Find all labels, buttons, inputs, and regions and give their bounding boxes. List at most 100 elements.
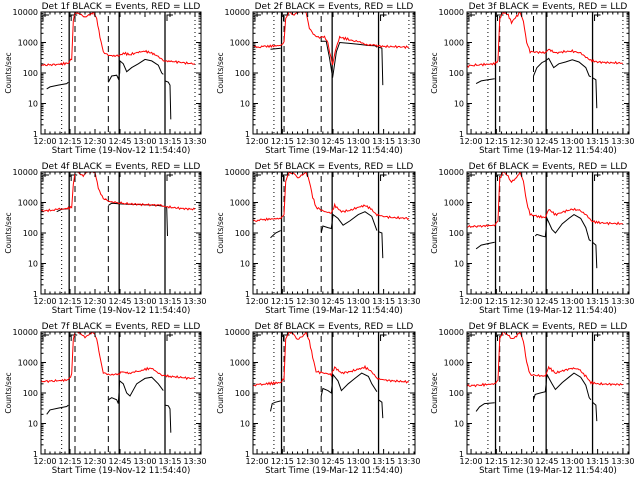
y-tick-label: 10000 xyxy=(439,8,464,17)
bracket-marker xyxy=(594,334,601,341)
plot-frame xyxy=(466,331,630,455)
lld-line xyxy=(41,172,196,213)
y-tick-label: 1 xyxy=(245,130,250,139)
y-tick-label: 10 xyxy=(454,100,464,109)
x-tick-label: 12:00 xyxy=(246,297,269,306)
x-tick-label: 13:30 xyxy=(183,297,206,306)
x-tick-label: 12:00 xyxy=(246,137,269,146)
plot-frame xyxy=(466,171,630,295)
bracket-marker xyxy=(254,174,261,181)
plot-frame xyxy=(466,11,630,135)
plot-area xyxy=(253,332,410,454)
panel-title: Det 4f BLACK = Events, RED = LLD xyxy=(42,162,201,172)
y-tick-label: 10 xyxy=(240,260,250,269)
x-axis-label: Start Time (19-Mar-12 11:54:40) xyxy=(265,306,403,316)
lld-line xyxy=(253,12,409,66)
x-tick-label: 13:30 xyxy=(183,137,206,146)
y-tick-label: 10 xyxy=(28,100,38,109)
x-axis-label: Start Time (19-Nov-12 11:54:40) xyxy=(52,466,191,476)
x-tick-label: 13:00 xyxy=(561,457,584,466)
panel-7: 1 10 100 1000 10000 12:00 12:15 12:30 12:45 13:00… xyxy=(4,322,207,476)
bracket-marker xyxy=(42,174,49,181)
lld-line xyxy=(253,332,410,387)
events-line xyxy=(475,241,495,250)
events-line xyxy=(320,372,378,397)
bracket-marker xyxy=(380,174,387,181)
bracket-marker xyxy=(468,334,475,341)
x-tick-label: 12:15 xyxy=(271,137,294,146)
x-tick-label: 12:00 xyxy=(33,137,56,146)
plot-area xyxy=(41,172,196,294)
y-tick-label: 10000 xyxy=(13,8,38,17)
x-tick-label: 12:00 xyxy=(33,297,56,306)
y-tick-label: 1000 xyxy=(230,359,250,368)
x-tick-label: 13:15 xyxy=(158,297,181,306)
events-line xyxy=(592,401,598,422)
y-tick-label: 100 xyxy=(23,229,38,238)
y-tick-label: 10 xyxy=(240,420,250,429)
bracket-marker xyxy=(594,174,601,181)
bracket-marker xyxy=(42,14,49,21)
bracket-marker xyxy=(254,334,261,341)
x-tick-label: 13:30 xyxy=(611,457,634,466)
y-tick-label: 1 xyxy=(245,450,250,459)
x-tick-label: 13:15 xyxy=(372,137,395,146)
x-tick-label: 13:00 xyxy=(133,297,156,306)
x-tick-label: 13:15 xyxy=(158,457,181,466)
bracket-marker xyxy=(468,14,475,21)
x-tick-label: 12:30 xyxy=(83,137,106,146)
x-tick-label: 13:30 xyxy=(397,297,420,306)
plot-area xyxy=(41,12,196,134)
x-tick-label: 12:30 xyxy=(83,297,106,306)
y-tick-label: 100 xyxy=(23,69,38,78)
panel-title: Det 6f BLACK = Events, RED = LLD xyxy=(469,162,628,172)
events-line xyxy=(46,81,69,90)
events-line xyxy=(378,231,384,259)
x-tick-label: 12:15 xyxy=(58,297,81,306)
y-tick-label: 1000 xyxy=(18,199,38,208)
plot-area xyxy=(253,172,410,294)
plot-frame xyxy=(40,331,202,455)
y-axis-label: Counts/sec xyxy=(430,212,439,253)
y-tick-label: 1 xyxy=(459,130,464,139)
y-axis-label: Counts/sec xyxy=(4,372,13,413)
x-tick-label: 12:30 xyxy=(296,457,319,466)
events-line xyxy=(592,241,598,269)
x-tick-label: 13:30 xyxy=(611,137,634,146)
bracket-marker xyxy=(594,14,601,21)
x-tick-label: 12:45 xyxy=(321,297,344,306)
x-tick-label: 12:15 xyxy=(58,137,81,146)
y-tick-label: 10000 xyxy=(439,328,464,337)
panel-1: 1 10 100 1000 10000 12:00 12:15 12:30 12:45 13:00… xyxy=(4,2,207,156)
plot-area xyxy=(41,332,196,454)
events-line xyxy=(533,372,592,401)
x-tick-label: 12:45 xyxy=(321,137,344,146)
plot-area xyxy=(467,12,624,134)
events-line xyxy=(534,214,592,242)
y-tick-label: 100 xyxy=(235,229,250,238)
x-tick-label: 12:30 xyxy=(510,137,533,146)
y-tick-label: 1000 xyxy=(444,359,464,368)
plot-frame xyxy=(252,11,416,135)
x-tick-label: 12:30 xyxy=(296,297,319,306)
x-axis-label: Start Time (19-Mar-12 11:54:40) xyxy=(265,146,403,156)
lld-line xyxy=(41,332,196,384)
y-tick-label: 10000 xyxy=(13,328,38,337)
y-tick-label: 1000 xyxy=(444,199,464,208)
events-line xyxy=(475,78,495,85)
x-axis-label: Start Time (19-Nov-12 11:54:40) xyxy=(52,306,191,316)
events-line xyxy=(475,402,495,412)
panel-2: 1 10 100 1000 10000 12:00 12:15 12:30 12:45 13:00… xyxy=(216,2,420,156)
y-axis-label: Counts/sec xyxy=(430,372,439,413)
events-line xyxy=(107,58,164,83)
x-tick-label: 12:15 xyxy=(485,457,508,466)
y-tick-label: 10000 xyxy=(13,168,38,177)
events-line xyxy=(46,404,69,415)
y-axis-label: Counts/sec xyxy=(216,372,225,413)
panel-title: Det 1f BLACK = Events, RED = LLD xyxy=(42,2,201,12)
events-line xyxy=(164,80,172,120)
bracket-marker xyxy=(166,174,173,181)
x-axis-label: Start Time (19-Nov-12 11:54:40) xyxy=(52,146,191,156)
bracket-marker xyxy=(166,334,173,341)
plot-frame xyxy=(252,331,416,455)
